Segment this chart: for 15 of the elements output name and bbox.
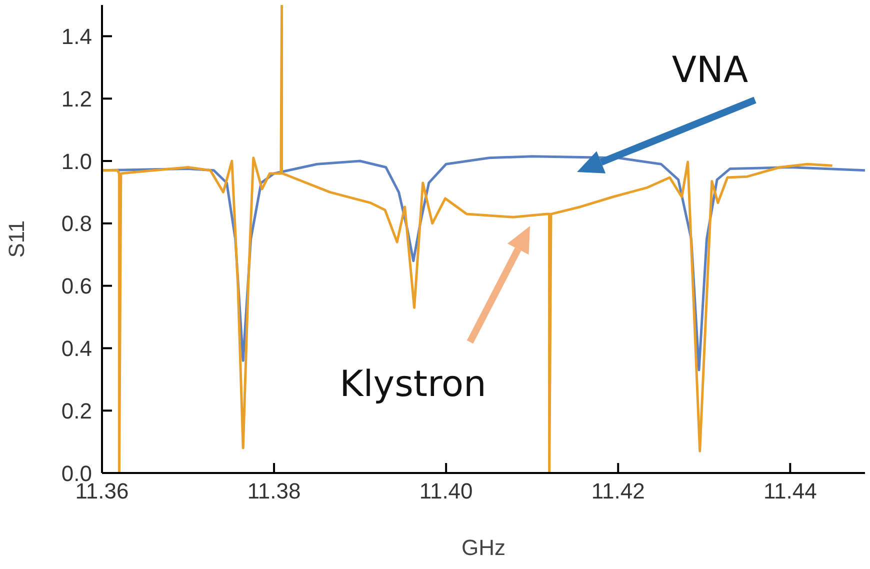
annotation: Klystron — [340, 364, 486, 405]
y-axis-title: S11 — [4, 220, 29, 258]
y-tick-label: 1.0 — [61, 148, 92, 174]
x-tick-label: 11.42 — [591, 478, 645, 504]
y-tick-label: 0.8 — [61, 211, 92, 236]
y-tick-label: 1.2 — [61, 86, 92, 112]
y-tick-label: 1.4 — [61, 24, 92, 50]
x-tick-label: 11.38 — [247, 478, 301, 504]
y-tick-label: 0.2 — [61, 398, 92, 424]
x-axis-title: GHz — [462, 535, 506, 560]
annotation: VNA — [672, 50, 748, 91]
y-tick-label: 0.6 — [61, 274, 92, 299]
x-tick-label: 11.44 — [763, 478, 817, 504]
y-tick-label: 0.4 — [61, 336, 92, 362]
x-tick-label: 11.40 — [419, 478, 473, 504]
